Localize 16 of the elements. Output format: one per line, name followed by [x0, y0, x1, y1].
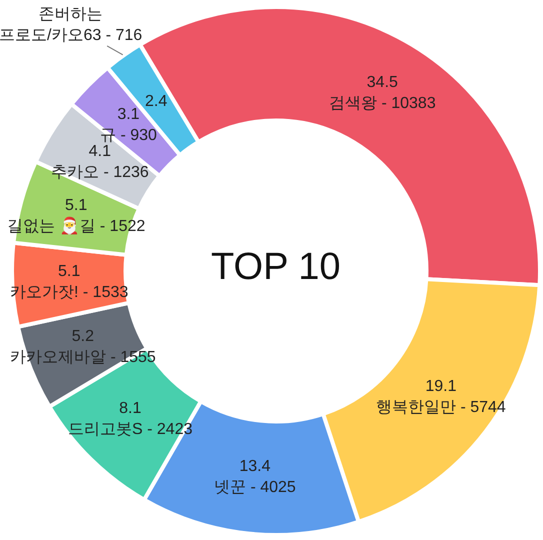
text: TOP 10 [211, 246, 341, 288]
data-label: 8.1 [119, 400, 142, 417]
data-label: 13.4 [239, 458, 271, 475]
slice-label: 존버하는 프로도/카오63 - 716 [0, 6, 142, 44]
data-label: 5.2 [72, 328, 94, 345]
data-label: 3.1 [117, 106, 140, 123]
data-label: 2.4 [145, 93, 168, 110]
data-label: 19.1 [425, 378, 457, 395]
slice-label: 검색왕 - 10383 [329, 94, 436, 112]
slice-label: 규 - 930 [100, 126, 158, 144]
data-label: 4.1 [88, 143, 112, 160]
slice-label: 추카오 - 1236 [51, 164, 149, 181]
data-label: 5.1 [58, 263, 80, 280]
data-label: 34.5 [366, 74, 398, 91]
data-label: 5.1 [65, 197, 88, 214]
slice-label: 넷꾼 - 4025 [214, 478, 296, 496]
